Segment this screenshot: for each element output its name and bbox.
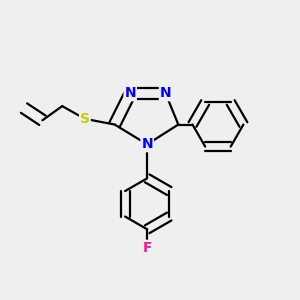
Text: S: S (80, 112, 90, 126)
Text: N: N (141, 137, 153, 151)
Text: F: F (142, 241, 152, 255)
Text: N: N (160, 86, 171, 100)
Text: N: N (124, 86, 136, 100)
